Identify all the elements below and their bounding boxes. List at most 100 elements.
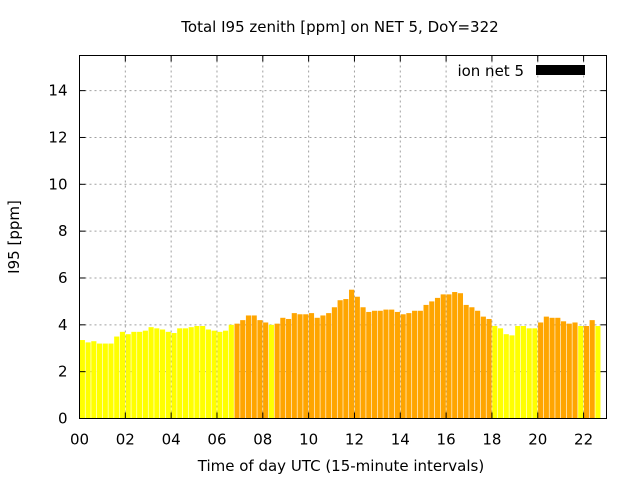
bar bbox=[245, 315, 252, 419]
bar bbox=[549, 317, 555, 419]
bar bbox=[429, 301, 435, 419]
y-tick-label: 2 bbox=[58, 363, 68, 381]
bar bbox=[171, 333, 177, 419]
x-tick-label: 22 bbox=[574, 431, 593, 449]
legend-label: ion net 5 bbox=[457, 62, 524, 80]
bar bbox=[366, 311, 372, 419]
bar bbox=[286, 318, 292, 419]
bar bbox=[159, 329, 166, 419]
bar bbox=[406, 313, 412, 419]
bar bbox=[291, 313, 297, 419]
bar bbox=[389, 309, 395, 419]
bar bbox=[326, 313, 332, 419]
x-tick-label: 00 bbox=[70, 431, 89, 449]
x-tick-label: 06 bbox=[207, 431, 226, 449]
bar bbox=[595, 325, 601, 419]
bar bbox=[108, 343, 114, 419]
bar bbox=[463, 304, 469, 419]
grid bbox=[79, 55, 607, 419]
bar bbox=[96, 343, 103, 419]
bar bbox=[349, 289, 355, 419]
bar bbox=[85, 342, 91, 419]
bar bbox=[165, 331, 171, 419]
bar bbox=[337, 300, 343, 419]
x-tick-label: 02 bbox=[116, 431, 135, 449]
bar bbox=[423, 304, 429, 419]
bar bbox=[497, 328, 504, 419]
bar bbox=[223, 330, 229, 419]
bar bbox=[268, 324, 274, 419]
bar bbox=[543, 316, 549, 419]
bar bbox=[188, 327, 194, 419]
bar bbox=[251, 315, 257, 419]
bar bbox=[154, 328, 160, 419]
bar bbox=[486, 318, 492, 419]
x-axis-label: Time of day UTC (15-minute intervals) bbox=[197, 457, 484, 475]
bar bbox=[509, 335, 515, 419]
bar bbox=[589, 320, 595, 419]
bar bbox=[417, 310, 423, 419]
bars bbox=[79, 289, 601, 419]
bar bbox=[520, 325, 527, 419]
bar bbox=[263, 322, 269, 419]
bar bbox=[280, 317, 286, 419]
y-tick-label: 0 bbox=[58, 410, 68, 428]
bar bbox=[314, 317, 320, 419]
bar bbox=[125, 334, 131, 419]
x-tick-label: 04 bbox=[162, 431, 181, 449]
x-tick-label: 14 bbox=[391, 431, 410, 449]
bar bbox=[394, 311, 400, 419]
bar bbox=[114, 336, 120, 419]
bar bbox=[383, 309, 389, 419]
x-tick-label: 18 bbox=[482, 431, 501, 449]
bar bbox=[475, 310, 481, 419]
y-tick-label: 4 bbox=[58, 316, 68, 334]
x-tick-label: 08 bbox=[253, 431, 272, 449]
bar bbox=[526, 328, 532, 419]
bar bbox=[457, 293, 463, 419]
y-tick-label: 10 bbox=[48, 175, 67, 193]
bar bbox=[297, 314, 303, 419]
bar bbox=[377, 310, 383, 419]
bar bbox=[583, 325, 590, 419]
y-tick-label: 8 bbox=[58, 222, 68, 240]
bar bbox=[503, 334, 509, 419]
bar bbox=[555, 317, 561, 419]
bar bbox=[560, 321, 567, 419]
bar bbox=[452, 292, 458, 419]
y-tick-label: 6 bbox=[58, 269, 68, 287]
y-tick-label: 12 bbox=[48, 128, 67, 146]
bar bbox=[257, 320, 263, 419]
legend-swatch bbox=[536, 65, 585, 75]
bar bbox=[211, 330, 217, 419]
bar bbox=[360, 307, 366, 419]
bar bbox=[515, 325, 521, 419]
chart-title: Total I95 zenith [ppm] on NET 5, DoY=322 bbox=[180, 18, 498, 36]
legend: ion net 5 bbox=[457, 62, 585, 80]
bar bbox=[400, 314, 406, 419]
bar bbox=[308, 313, 315, 419]
bar bbox=[194, 325, 200, 419]
bar bbox=[102, 343, 108, 419]
bar bbox=[131, 331, 137, 419]
bar bbox=[469, 307, 475, 419]
bar bbox=[572, 322, 578, 419]
bar bbox=[205, 329, 211, 419]
x-tick-label: 12 bbox=[345, 431, 364, 449]
bar bbox=[354, 296, 360, 419]
bar bbox=[303, 314, 309, 419]
bar bbox=[148, 327, 154, 419]
plot-frame bbox=[79, 55, 607, 419]
bar bbox=[343, 299, 349, 419]
bar bbox=[446, 294, 452, 419]
y-tick-label: 14 bbox=[48, 82, 67, 100]
bar bbox=[480, 316, 486, 419]
bar bbox=[320, 315, 326, 419]
bar bbox=[142, 330, 148, 419]
bar bbox=[492, 325, 498, 419]
bar bbox=[79, 340, 85, 419]
bar bbox=[137, 331, 143, 419]
bar bbox=[274, 323, 280, 419]
bar bbox=[578, 325, 584, 419]
